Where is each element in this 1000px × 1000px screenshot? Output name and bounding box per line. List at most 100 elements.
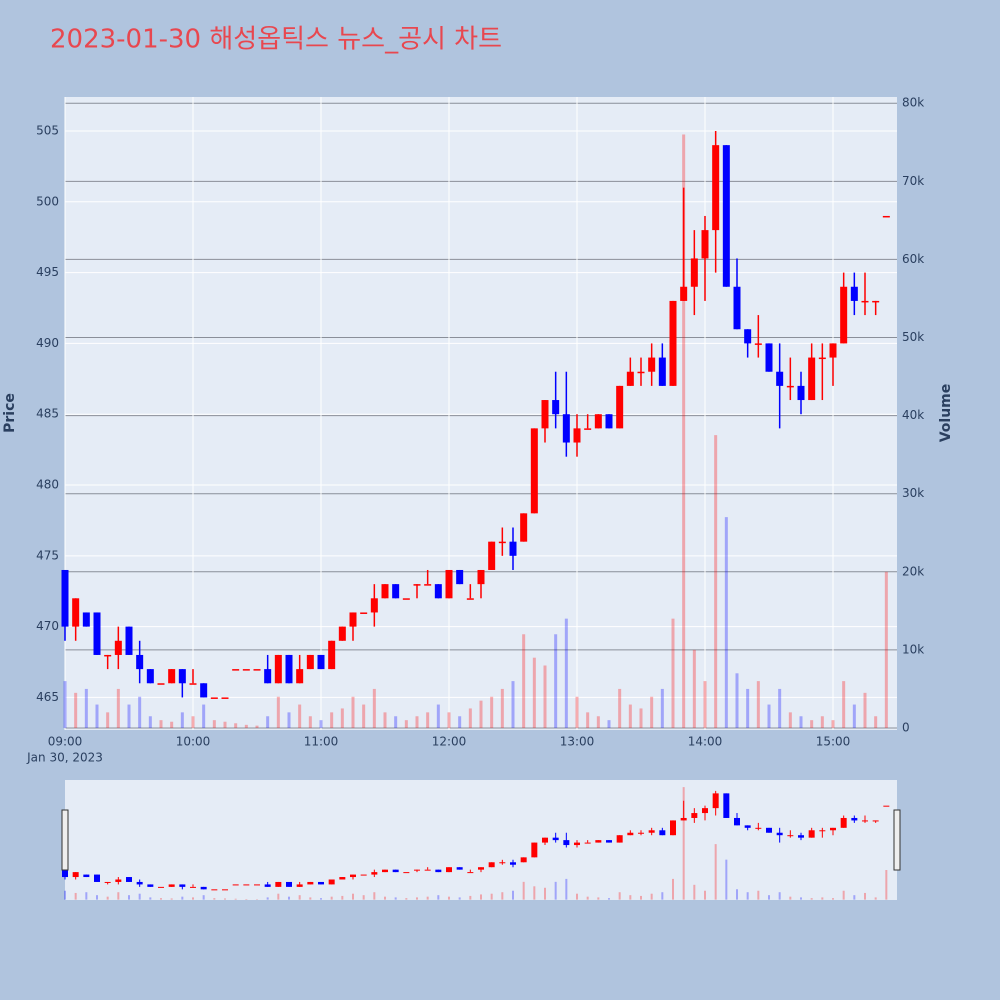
candle-body (61, 569, 69, 627)
volume-bar (682, 134, 686, 728)
mini-volume-bar (245, 899, 248, 900)
y2-tick-label: 50k (902, 330, 924, 344)
mini-candle-body (350, 874, 356, 878)
mini-volume-bar (661, 892, 664, 900)
mini-candle-body (179, 884, 186, 887)
mini-candle-body (286, 881, 292, 887)
mini-volume-bar (96, 895, 98, 900)
mini-candle-body (424, 869, 431, 871)
mini-volume-bar (778, 892, 781, 900)
candle-body (840, 286, 848, 344)
volume-bar (287, 712, 291, 728)
volume-bar (404, 720, 408, 728)
x-tick-label: 10:00 (176, 735, 211, 749)
candle-body (466, 598, 474, 600)
mini-volume-bar (362, 895, 365, 900)
mini-volume-bar (224, 898, 226, 900)
range-slider[interactable] (65, 780, 897, 900)
mini-candle-body (296, 884, 303, 887)
mini-volume-bar (576, 893, 578, 900)
mini-volume-bar (885, 870, 888, 900)
mini-candle-body (158, 886, 164, 888)
candle-body (370, 598, 378, 613)
volume-bar (95, 704, 99, 728)
candle-body (317, 654, 325, 670)
volume-bar (788, 712, 792, 728)
volume-bar (212, 720, 216, 728)
volume-bar (714, 435, 718, 728)
mini-candle-body (808, 830, 815, 838)
volume-bar (63, 681, 67, 728)
volume-bar (607, 720, 611, 728)
range-handle[interactable] (61, 809, 69, 871)
plot-area (65, 97, 897, 730)
mini-candle-body (136, 881, 143, 885)
y-tick-label: 475 (36, 548, 59, 562)
y-tick-label: 470 (36, 619, 59, 633)
volume-bar (308, 716, 312, 728)
mini-candle-body (883, 805, 890, 807)
mini-volume-bar (480, 894, 482, 900)
volume-bar (628, 704, 632, 728)
mini-candle-body (510, 862, 516, 865)
volume-bar (244, 724, 248, 728)
mini-candle-body (115, 879, 122, 882)
mini-volume-bar (490, 893, 493, 900)
candle-body (722, 145, 730, 287)
volume-bar (660, 688, 664, 728)
mini-candle-body (360, 874, 367, 876)
volume-bar (372, 688, 376, 728)
mini-candle-body (552, 837, 559, 841)
candle-body (616, 385, 624, 429)
mini-volume-bar (810, 898, 813, 900)
volume-bar (810, 720, 814, 728)
volume-bar (874, 716, 878, 728)
candle-body (264, 669, 272, 684)
mini-candle-body (872, 820, 879, 822)
candle-body (392, 584, 400, 599)
candle-body (274, 654, 282, 684)
candle-body (509, 541, 517, 556)
mini-volume-bar (544, 887, 546, 900)
mini-candle-body (734, 817, 740, 826)
mini-candle-body (584, 842, 591, 844)
mini-candle-body (318, 881, 324, 885)
mini-candle-body (862, 820, 868, 822)
mini-candle-body (606, 840, 612, 843)
mini-volume-bar (234, 898, 237, 900)
mini-volume-bar (320, 898, 322, 900)
mini-candle-body (744, 825, 751, 828)
volume-bar (596, 716, 600, 728)
candle-body (701, 230, 709, 259)
mini-volume-bar (181, 896, 184, 900)
mini-volume-bar (853, 895, 856, 900)
candle-body (776, 371, 784, 386)
mini-volume-bar (789, 896, 792, 900)
mini-volume-bar (682, 787, 685, 900)
mini-candle-body (755, 827, 762, 829)
mini-candle-body (275, 881, 282, 887)
candle-body (541, 400, 549, 429)
y2-axis-title: Volume (938, 384, 954, 443)
volume-bar (458, 716, 462, 728)
x-tick-label: 11:00 (304, 735, 339, 749)
mini-candle-body (126, 877, 132, 882)
volume-bar (884, 571, 888, 728)
candle-body (445, 569, 453, 599)
mini-volume-bar (138, 893, 141, 900)
mini-volume-bar (757, 890, 760, 900)
mini-candle-body (691, 813, 698, 818)
mini-volume-bar (650, 893, 653, 900)
mini-volume-bar (341, 895, 344, 900)
mini-volume-bar (394, 897, 397, 900)
mini-candle-body (328, 879, 335, 885)
volume-bar (394, 716, 398, 728)
range-handle[interactable] (893, 809, 901, 871)
candle-body (658, 357, 666, 386)
mini-volume-bar (384, 896, 386, 900)
mini-volume-bar (202, 895, 205, 900)
mini-candle-body (200, 886, 207, 890)
mini-candle-body (222, 889, 228, 891)
candle-body (125, 626, 133, 655)
candle-body (210, 697, 218, 699)
